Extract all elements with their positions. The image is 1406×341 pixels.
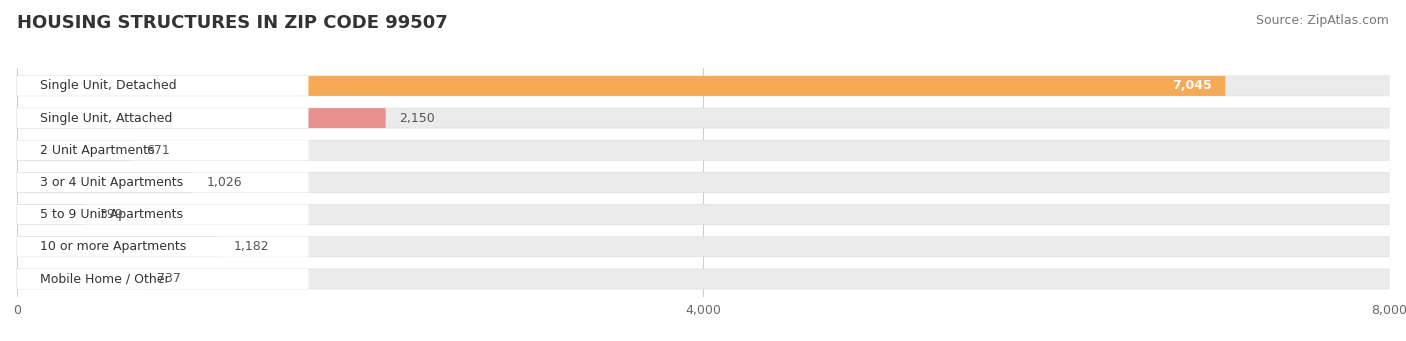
FancyBboxPatch shape: [17, 108, 1389, 128]
FancyBboxPatch shape: [17, 237, 1389, 257]
Text: Source: ZipAtlas.com: Source: ZipAtlas.com: [1256, 14, 1389, 27]
FancyBboxPatch shape: [17, 269, 1389, 289]
FancyBboxPatch shape: [17, 173, 1389, 192]
Text: 3 or 4 Unit Apartments: 3 or 4 Unit Apartments: [41, 176, 183, 189]
FancyBboxPatch shape: [17, 76, 1389, 96]
FancyBboxPatch shape: [17, 205, 308, 225]
Text: Single Unit, Attached: Single Unit, Attached: [41, 112, 173, 124]
FancyBboxPatch shape: [17, 140, 1389, 160]
FancyBboxPatch shape: [17, 76, 308, 96]
Text: 2 Unit Apartments: 2 Unit Apartments: [41, 144, 155, 157]
Text: 1,026: 1,026: [207, 176, 242, 189]
FancyBboxPatch shape: [17, 237, 308, 257]
FancyBboxPatch shape: [17, 173, 193, 192]
Text: Mobile Home / Other: Mobile Home / Other: [41, 272, 170, 285]
FancyBboxPatch shape: [17, 108, 308, 128]
Text: 7,045: 7,045: [1171, 79, 1212, 92]
Text: Single Unit, Detached: Single Unit, Detached: [41, 79, 177, 92]
FancyBboxPatch shape: [17, 140, 308, 160]
Text: 2,150: 2,150: [399, 112, 434, 124]
FancyBboxPatch shape: [17, 205, 1389, 225]
Text: 1,182: 1,182: [233, 240, 269, 253]
FancyBboxPatch shape: [17, 269, 143, 289]
FancyBboxPatch shape: [17, 269, 308, 289]
Text: 399: 399: [98, 208, 122, 221]
Text: 737: 737: [157, 272, 181, 285]
FancyBboxPatch shape: [17, 140, 132, 160]
Text: HOUSING STRUCTURES IN ZIP CODE 99507: HOUSING STRUCTURES IN ZIP CODE 99507: [17, 14, 447, 32]
FancyBboxPatch shape: [17, 76, 1225, 96]
FancyBboxPatch shape: [17, 237, 219, 257]
FancyBboxPatch shape: [17, 205, 86, 225]
Text: 5 to 9 Unit Apartments: 5 to 9 Unit Apartments: [41, 208, 183, 221]
Text: 671: 671: [146, 144, 170, 157]
Text: 10 or more Apartments: 10 or more Apartments: [41, 240, 187, 253]
FancyBboxPatch shape: [17, 173, 308, 192]
FancyBboxPatch shape: [17, 108, 385, 128]
